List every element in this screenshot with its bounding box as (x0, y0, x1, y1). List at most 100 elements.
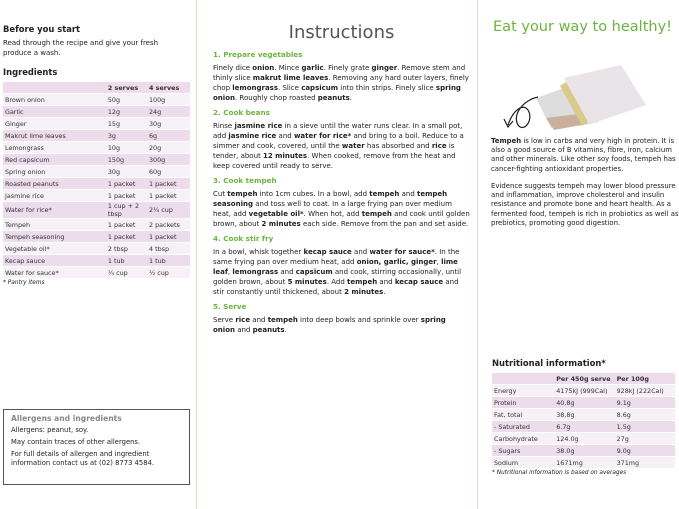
table-row: Makrut lime leaves 3g 6g (3, 130, 190, 141)
bold-term: onion (252, 64, 275, 72)
table-cell: 1 tub (146, 255, 190, 266)
table-row: Fat, total 38.8g 8.6g (492, 409, 675, 420)
table-cell: 4 tbsp (146, 243, 190, 254)
bold-term: spring onion (213, 84, 461, 102)
table-cell: 40.8g (554, 397, 615, 408)
table-row: Sodium 1671mg 371mg (492, 457, 675, 468)
table-cell: 50g (105, 94, 147, 105)
text-segment: into 1cm cubes. In a bowl, add (257, 190, 370, 198)
bold-term: peanuts (252, 326, 285, 334)
bold-term: spring onion (213, 316, 446, 334)
text-segment: . Removing any hard outer layers, finely… (213, 74, 469, 92)
bold-term: rice (431, 142, 447, 150)
ingredients-table: 2 serves 4 serves Brown onion 50g 100g Garlic… (3, 81, 190, 279)
step-text: Finely dice onion. Mince garlic. Finely … (213, 63, 470, 103)
bold-term: kecap sauce (303, 248, 352, 256)
bold-term: makrut lime leaves (252, 74, 329, 82)
table-row: Roasted peanuts 1 packet 1 packet (3, 178, 190, 189)
table-row: Lemongrass 10g 20g (3, 142, 190, 153)
table-cell: 2¼ cup (146, 202, 190, 218)
table-cell: 27g (614, 433, 675, 444)
step-text: Serve rice and tempeh into deep bowls an… (213, 315, 470, 335)
allergens-line: For full details of allergen and ingredi… (11, 450, 155, 467)
table-cell: 1 packet (105, 219, 147, 230)
bold-term: tempeh (361, 210, 392, 218)
bold-term: jasmine rice (234, 122, 283, 130)
bold-term: tempeh seasoning (213, 190, 448, 208)
step-text: In a bowl, whisk together kecap sauce an… (213, 247, 470, 297)
table-cell: Garlic (3, 106, 106, 117)
nutrition-heading: Nutritional information* (492, 358, 606, 368)
step-text: Cut tempeh into 1cm cubes. In a bowl, ad… (213, 189, 470, 229)
table-cell: Lemongrass (3, 142, 106, 153)
table-row: Ginger 15g 30g (3, 118, 190, 129)
text-segment: . Add (326, 278, 348, 286)
table-cell: Tempeh seasoning (3, 231, 106, 242)
table-cell: Brown onion (3, 94, 106, 105)
table-cell: - Saturated (492, 421, 555, 432)
nutrition-note: * Nutritional information is based on av… (492, 470, 627, 476)
table-cell: Fat, total (492, 409, 555, 420)
table-cell: Sodium (492, 457, 555, 468)
table-cell: 100g (146, 94, 190, 105)
text-segment: . In the same frying pan over medium hea… (213, 248, 460, 266)
bold-term: rice (235, 316, 251, 324)
table-row: Spring onion 30g 60g (3, 166, 190, 177)
table-row: Carbohydrate 124.0g 27g (492, 433, 675, 444)
table-row: Vegetable oil* 2 tbsp 4 tbsp (3, 243, 190, 254)
health-paragraph: Tempeh is low in carbs and very high in … (491, 137, 679, 174)
text-segment: . Roughly chop roasted (234, 94, 318, 102)
table-cell (3, 82, 106, 93)
table-cell: - Sugars (492, 445, 555, 456)
bold-term: kecap sauce (394, 278, 444, 286)
text-segment: is low in carbs and very high in protein… (491, 137, 676, 173)
text-segment: into thin strips. Finely slice (338, 84, 436, 92)
table-cell: 1 packet (146, 178, 190, 189)
table-cell: Red capsicum (3, 154, 106, 165)
table-cell: 1.5g (614, 421, 675, 432)
table-cell: 1 packet (146, 231, 190, 242)
tempeh-slice-edge (560, 82, 588, 126)
text-segment: and (250, 316, 268, 324)
bold-term: capsicum (301, 84, 339, 92)
bold-term: tempeh (227, 190, 258, 198)
bold-term: 5 minutes (287, 278, 327, 286)
tempeh-image (536, 65, 646, 130)
table-cell: 10g (105, 142, 147, 153)
text-segment: Finely dice (213, 64, 253, 72)
text-segment: and cook until golden brown, about (213, 210, 470, 228)
bold-term: 2 minutes (261, 220, 301, 228)
arrow-doodle-icon (503, 96, 539, 129)
table-cell: 38.0g (554, 445, 615, 456)
bold-term: onion, garlic, ginger (356, 258, 437, 266)
table-cell: Ginger (3, 118, 106, 129)
table-cell: 124.0g (554, 433, 615, 444)
bold-term: Tempeh (491, 137, 522, 145)
bold-term: garlic (301, 64, 324, 72)
table-cell: Energy (492, 385, 555, 396)
table-row: Water for rice* 1 cup + 2 tbsp 2¼ cup (3, 202, 190, 218)
step-heading: 2. Cook beans (213, 108, 270, 117)
allergens-box: Allergens and ingredients Allergens: pea… (3, 409, 190, 485)
table-cell: Roasted peanuts (3, 178, 106, 189)
step-text: Rinse jasmine rice in a sieve until the … (213, 121, 470, 171)
bold-term: tempeh (369, 190, 400, 198)
table-cell: Jasmine rice (3, 190, 106, 201)
text-segment: into deep bowls and sprinkle over (297, 316, 421, 324)
step-heading: 1. Prepare vegetables (213, 50, 303, 59)
before-heading: Before you start (3, 24, 81, 34)
table-cell: Kecap sauce (3, 255, 106, 266)
steps-list: 1. Prepare vegetables Finely dice onion. … (213, 50, 470, 335)
text-segment: and (351, 248, 370, 256)
allergens-line: May contain traces of other allergens. (11, 438, 141, 446)
right-column: Eat your way to healthy! Tempeh is low i… (486, 0, 679, 509)
table-row: - Sugars 38.0g 9.0g (492, 445, 675, 456)
bold-term: capsicum (295, 268, 333, 276)
text-segment: . Slice (278, 84, 302, 92)
table-cell: 371mg (614, 457, 675, 468)
table-cell: 150g (105, 154, 147, 165)
text-segment: . When hot, add (303, 210, 362, 218)
table-cell: 2 packets (146, 219, 190, 230)
step-heading: 5. Serve (213, 302, 247, 311)
health-paragraph: Evidence suggests tempeh may lower blood… (491, 182, 679, 227)
